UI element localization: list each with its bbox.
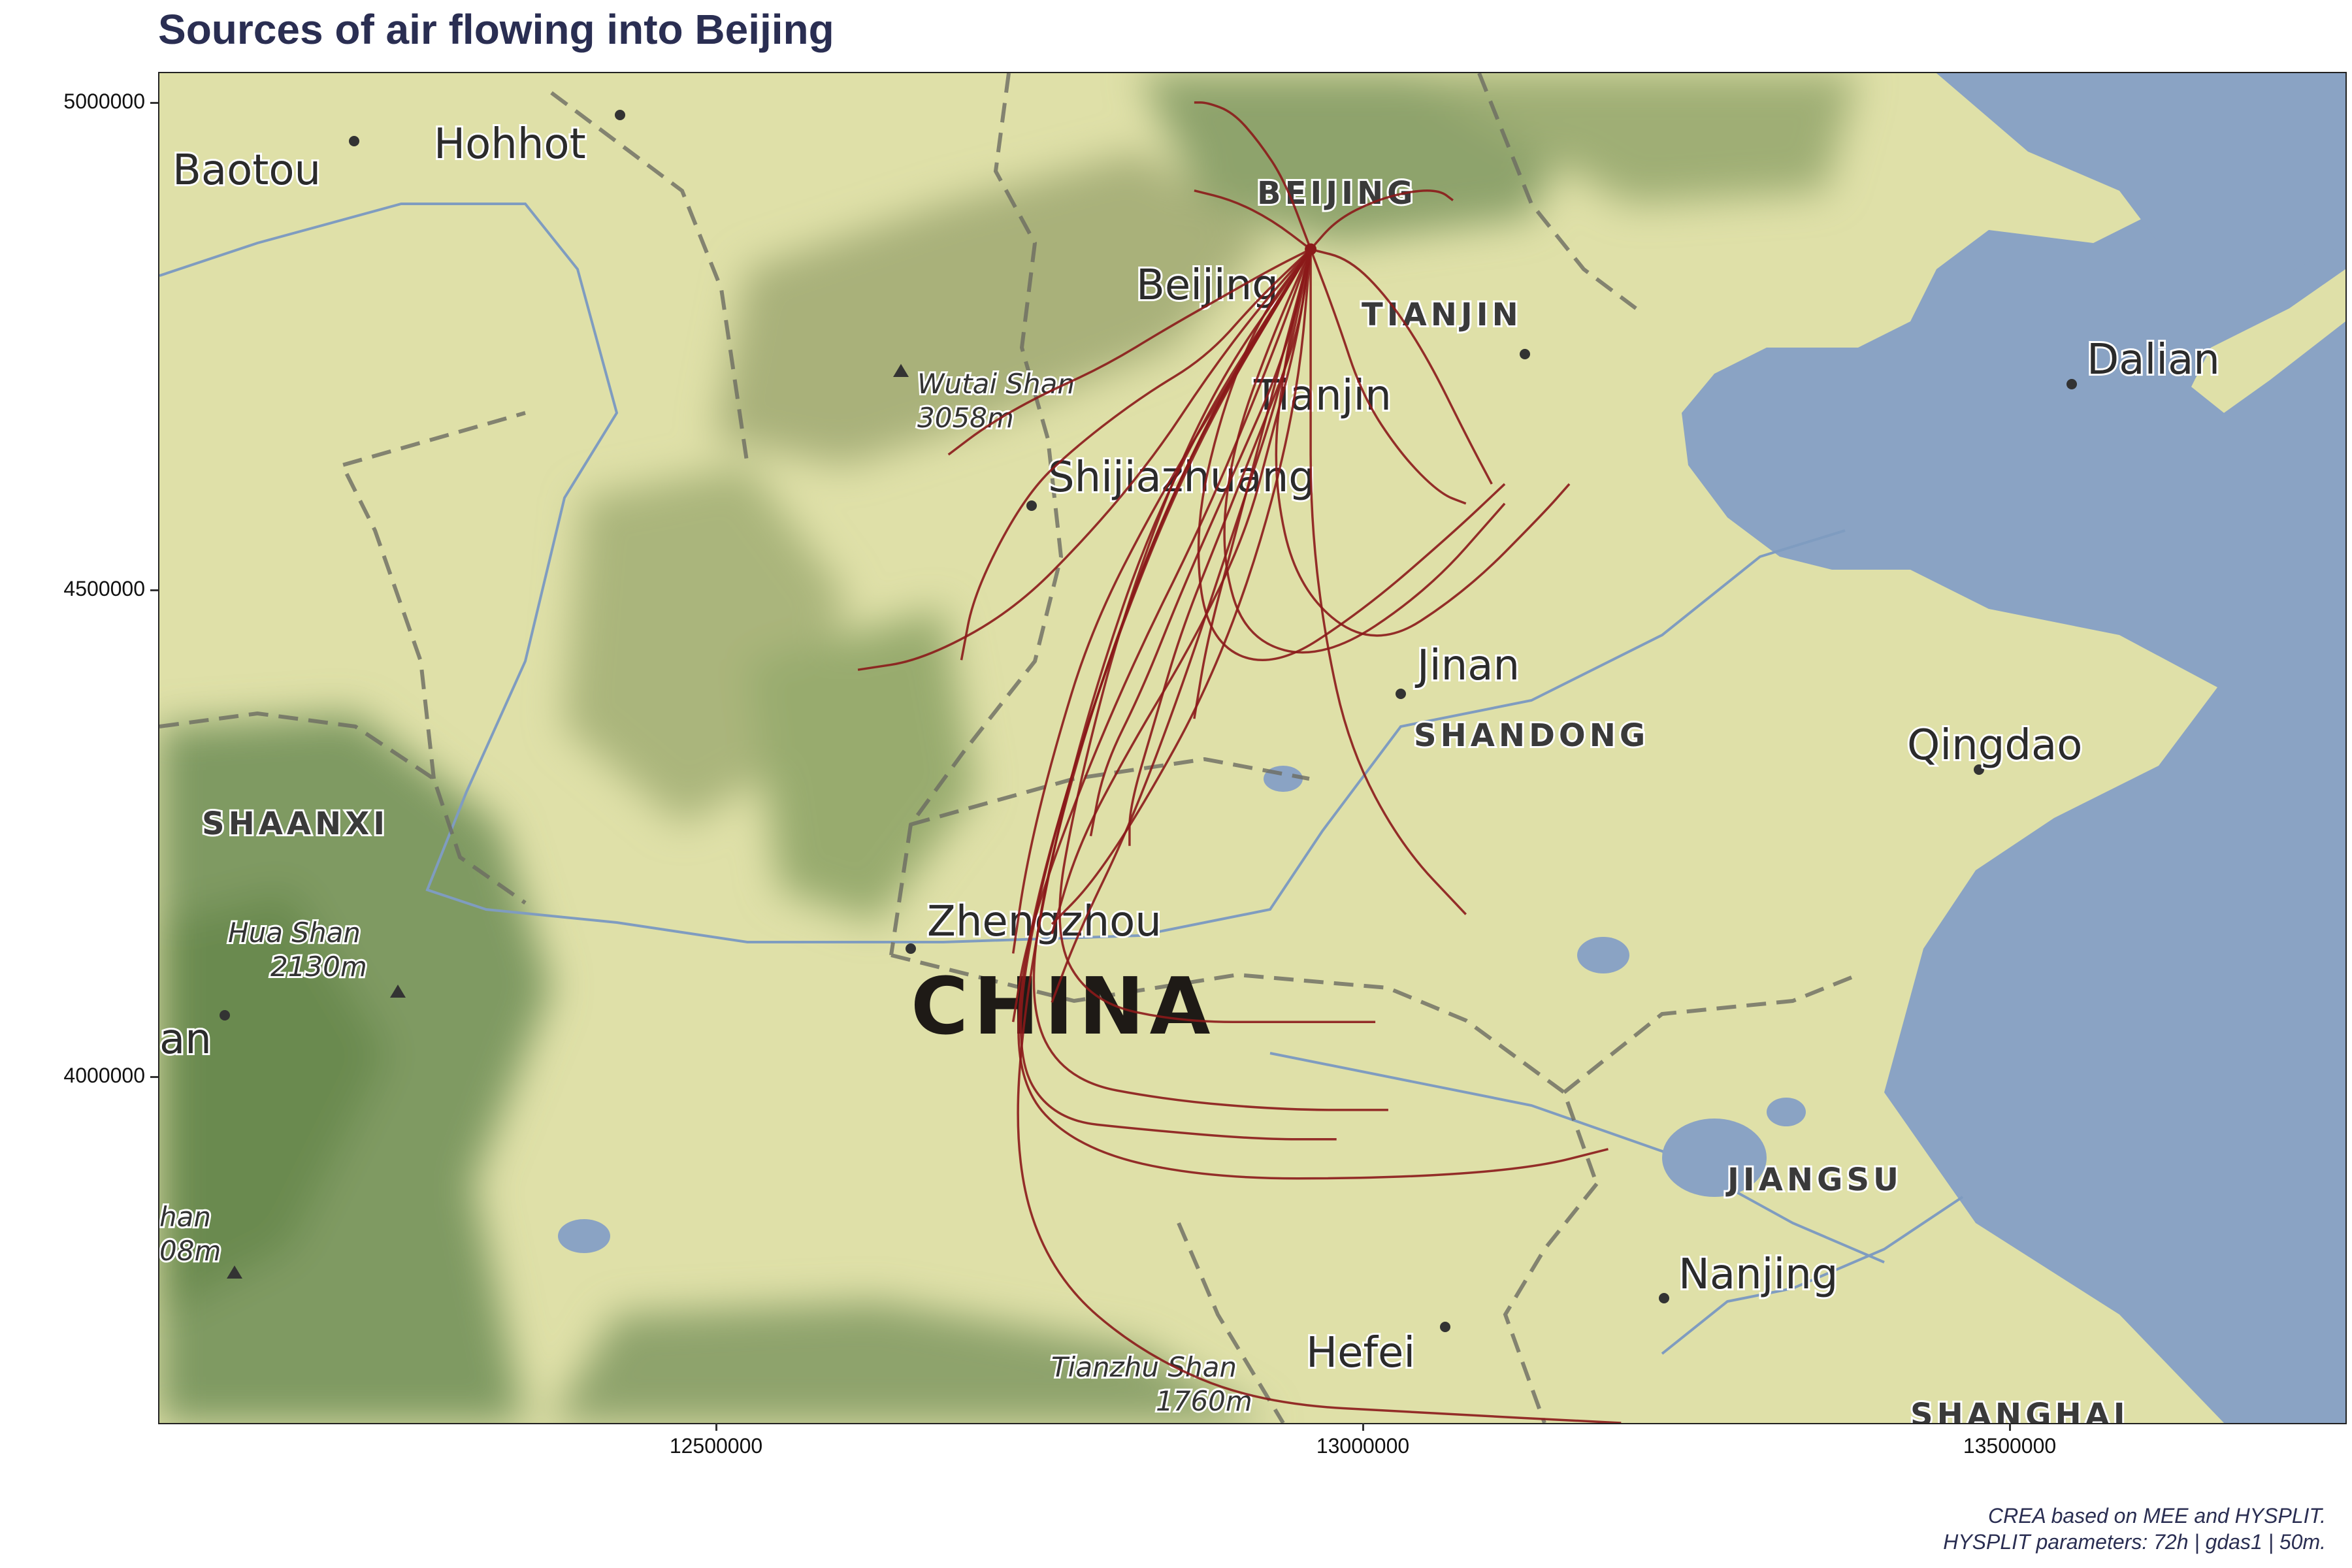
trajectory-line-4 (1194, 101, 1312, 250)
trajectory-line-5 (1194, 189, 1312, 250)
trajectory-line-25 (1275, 249, 1571, 637)
trajectory-line-15 (1011, 248, 1312, 954)
label-peak-wutai: Wutai Shan (917, 368, 1075, 400)
y-tick-label: 4000000 (63, 1064, 145, 1087)
sea (1682, 73, 2345, 1423)
x-tick-mark (715, 1423, 717, 1431)
label-prov-tianjin: TIANJIN (1362, 297, 1522, 333)
y-tick-label: 4500000 (63, 577, 145, 600)
trajectory-line-23 (1197, 248, 1506, 662)
label-jinan: Jinan (1414, 642, 1520, 690)
trajectory-line-6 (1309, 189, 1454, 250)
caption: CREA based on MEE and HYSPLIT. HYSPLIT p… (1943, 1503, 2326, 1555)
trajectory-line-9 (1089, 249, 1312, 837)
label-dalian: Dalian (2087, 336, 2220, 384)
label-baotou: Baotou (172, 146, 321, 195)
label-prov-jiangsu: JIANGSU (1725, 1162, 1903, 1198)
trajectory-line-20 (1017, 248, 1609, 1180)
map-svg: Baotou Hohhot Beijing Tianjin Shijiazhua… (159, 73, 2345, 1423)
label-hohhot: Hohhot (434, 120, 586, 169)
map-labels: Baotou Hohhot Beijing Tianjin Shijiazhua… (159, 118, 2222, 1423)
label-partial-city: an (159, 1015, 212, 1064)
label-prov-shanghai: SHANGHAI (1910, 1397, 2129, 1423)
caption-line-1: CREA based on MEE and HYSPLIT. (1987, 1504, 2326, 1527)
trajectory-line-22 (1309, 248, 1467, 505)
label-nanjing: Nanjing (1678, 1250, 1838, 1299)
label-peak-huashan: Hua Shan (228, 917, 361, 949)
x-tick-label: 12500000 (669, 1434, 763, 1458)
label-peak-tianzhu: Tianzhu Shan (1051, 1351, 1237, 1383)
label-zhengzhou: Zhengzhou (927, 898, 1162, 946)
lakes (558, 766, 1806, 1253)
label-peak-huashan-elev: 2130m (270, 951, 367, 983)
chart-title: Sources of air flowing into Beijing (158, 6, 834, 53)
province-borders (159, 73, 1859, 1423)
y-tick-mark (150, 589, 158, 591)
rivers (159, 203, 1964, 1355)
trajectory-line-19 (1019, 248, 1337, 1141)
trajectory-line-3 (857, 248, 1312, 671)
y-tick-mark (150, 1076, 158, 1078)
trajectory-line-2 (960, 248, 1312, 661)
label-peak-partial: han (159, 1201, 211, 1233)
x-tick-mark (1362, 1423, 1364, 1431)
label-peak-tianzhu-elev: 1760m (1156, 1385, 1252, 1417)
receptor-point (1305, 243, 1317, 255)
trajectories (857, 101, 1622, 1423)
label-hefei: Hefei (1306, 1329, 1415, 1377)
x-tick-mark (2009, 1423, 2011, 1431)
x-tick-label: 13500000 (1963, 1434, 2057, 1458)
trajectory-line-1 (947, 248, 1311, 456)
label-peak-wutai-elev: 3058m (917, 402, 1014, 434)
caption-line-2: HYSPLIT parameters: 72h | gdas1 | 50m. (1943, 1530, 2326, 1554)
y-tick-mark (150, 102, 158, 104)
label-qingdao: Qingdao (1907, 721, 2082, 770)
peak-markers (227, 364, 909, 1279)
trajectory-line-7 (1310, 248, 1493, 485)
x-tick-label: 13000000 (1316, 1434, 1410, 1458)
trajectory-line-8 (1128, 249, 1312, 846)
city-dots (220, 110, 2077, 1332)
map-panel[interactable]: Baotou Hohhot Beijing Tianjin Shijiazhua… (158, 72, 2347, 1424)
label-prov-beijing: BEIJING (1257, 175, 1417, 212)
label-peak-partial-elev: 08m (159, 1235, 221, 1267)
trajectory-line-10 (1309, 249, 1467, 915)
trajectory-line-13 (1051, 249, 1312, 1003)
trajectory-line-12 (1051, 249, 1312, 934)
label-prov-shandong: SHANDONG (1414, 717, 1649, 754)
trajectory-line-21 (1017, 248, 1622, 1423)
trajectory-line-16 (1051, 249, 1312, 925)
y-tick-label: 5000000 (63, 90, 145, 113)
trajectory-line-24 (1223, 248, 1506, 654)
label-prov-shaanxi: SHAANXI (202, 806, 389, 842)
